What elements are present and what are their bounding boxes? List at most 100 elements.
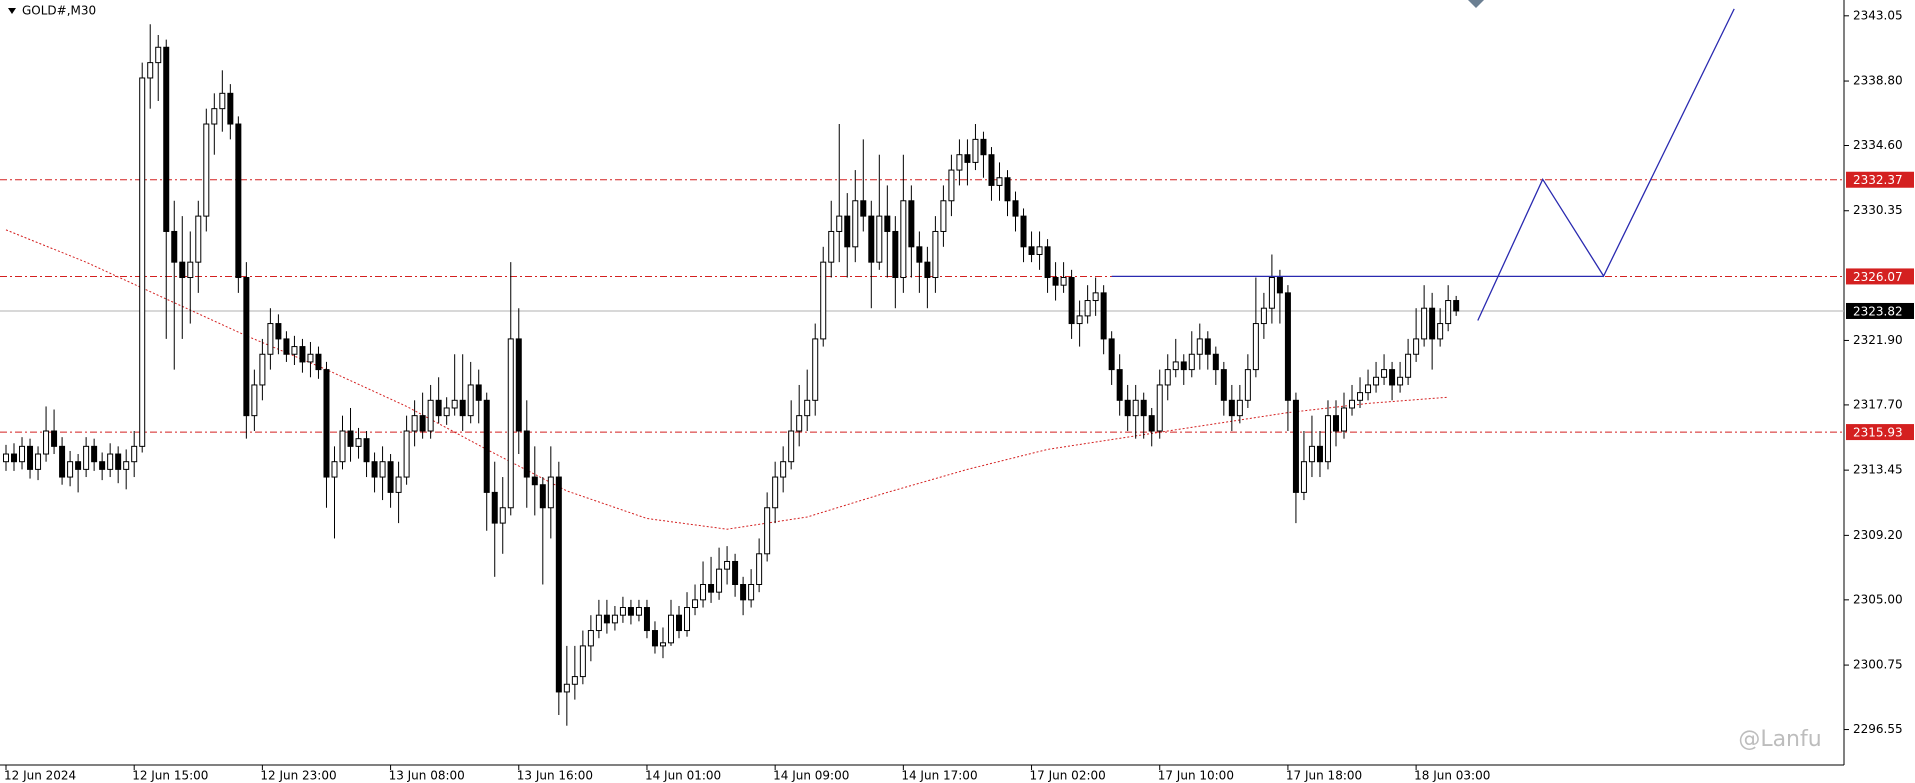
candle-body: [307, 353, 314, 363]
candle-body: [251, 384, 258, 417]
candle-body: [539, 484, 546, 509]
x-tick-label: 12 Jun 2024: [4, 769, 76, 783]
candle-body: [387, 461, 394, 493]
candle-body: [1292, 399, 1299, 493]
candle-body: [1036, 246, 1043, 255]
x-tick-label: 13 Jun 08:00: [389, 769, 465, 783]
candle-body: [483, 399, 490, 493]
candle-body: [1316, 445, 1323, 463]
candle-body: [427, 399, 434, 432]
y-tick-label: 2305.00: [1853, 592, 1903, 606]
candle-body: [756, 553, 763, 585]
x-tick-label: 17 Jun 02:00: [1030, 769, 1106, 783]
symbol-title: GOLD#,M30: [22, 4, 96, 18]
candle-body: [1300, 461, 1307, 493]
candle-body: [836, 215, 843, 232]
candle-body: [91, 445, 98, 463]
candle-body: [51, 430, 58, 447]
candle-body: [1228, 399, 1235, 417]
candle-body: [1076, 315, 1083, 325]
candle-body: [1421, 307, 1428, 340]
candle-body: [75, 461, 82, 470]
current-price-label: 2323.82: [1853, 304, 1903, 318]
candle-body: [988, 154, 995, 186]
candle-body: [788, 430, 795, 463]
candle-body: [363, 438, 370, 463]
candle-body: [523, 430, 530, 478]
candle-body: [1012, 200, 1019, 217]
candle-body: [275, 323, 282, 340]
candle-body: [403, 430, 410, 478]
candle-body: [451, 399, 458, 409]
candle-body: [1188, 353, 1195, 371]
candle-body: [940, 200, 947, 232]
candle-body: [219, 92, 226, 110]
candle-body: [419, 415, 426, 432]
candle-body: [1100, 292, 1107, 340]
candle-body: [323, 369, 330, 478]
candle-body: [780, 461, 787, 478]
candle-body: [283, 338, 290, 355]
candle-body: [1260, 307, 1267, 325]
candle-body: [627, 607, 634, 616]
candle-body: [1132, 399, 1139, 417]
candle-body: [1220, 369, 1227, 401]
candle-body: [1357, 392, 1364, 401]
candle-body: [692, 599, 699, 609]
candle-body: [1429, 307, 1436, 340]
candle-body: [555, 476, 562, 693]
candle-body: [315, 353, 322, 371]
candle-body: [643, 607, 650, 632]
candle-body: [99, 461, 106, 470]
candle-body: [964, 154, 971, 163]
candle-body: [916, 246, 923, 263]
candle-body: [900, 200, 907, 279]
candle-body: [499, 507, 506, 524]
candle-body: [611, 614, 618, 624]
y-tick-label: 2330.35: [1853, 203, 1903, 217]
candle-body: [563, 683, 570, 693]
candle-body: [1116, 369, 1123, 401]
candle-body: [1156, 384, 1163, 432]
x-tick-label: 12 Jun 23:00: [260, 769, 336, 783]
candle-body: [3, 453, 9, 463]
y-tick-label: 2296.55: [1853, 722, 1903, 736]
candle-body: [667, 614, 674, 644]
candle-body: [996, 177, 1003, 186]
candle-body: [700, 583, 707, 601]
candle-body: [708, 583, 715, 593]
candle-body: [67, 461, 74, 478]
watermark: @Lanfu: [1738, 727, 1821, 752]
candle-body: [27, 445, 34, 470]
candle-body: [1373, 376, 1380, 386]
level-tag: [1846, 171, 1914, 188]
candle-body: [1084, 300, 1091, 317]
y-tick-label: 2338.80: [1853, 74, 1903, 88]
candle-body: [956, 154, 963, 171]
candle-body: [227, 92, 234, 125]
candle-body: [203, 123, 210, 217]
candle-body: [1413, 338, 1420, 355]
candle-body: [1332, 415, 1339, 432]
candle-body: [724, 560, 731, 570]
menu-arrow[interactable]: [8, 8, 16, 14]
candle-body: [587, 630, 594, 647]
candle-body: [267, 323, 274, 355]
candle-body: [259, 353, 266, 386]
y-tick-label: 2334.60: [1853, 138, 1903, 152]
candle-body: [1092, 292, 1099, 302]
x-tick-label: 17 Jun 18:00: [1286, 769, 1362, 783]
candle-body: [1124, 399, 1131, 417]
candle-body: [595, 614, 602, 632]
candle-body: [1172, 361, 1179, 371]
candle-body: [155, 46, 162, 64]
candle-body: [1276, 277, 1283, 294]
x-tick-label: 14 Jun 01:00: [645, 769, 721, 783]
candle-body: [547, 476, 554, 509]
candle-body: [83, 445, 90, 470]
candle-body: [948, 169, 955, 202]
candle-body: [179, 261, 186, 279]
candle-body: [115, 453, 122, 470]
